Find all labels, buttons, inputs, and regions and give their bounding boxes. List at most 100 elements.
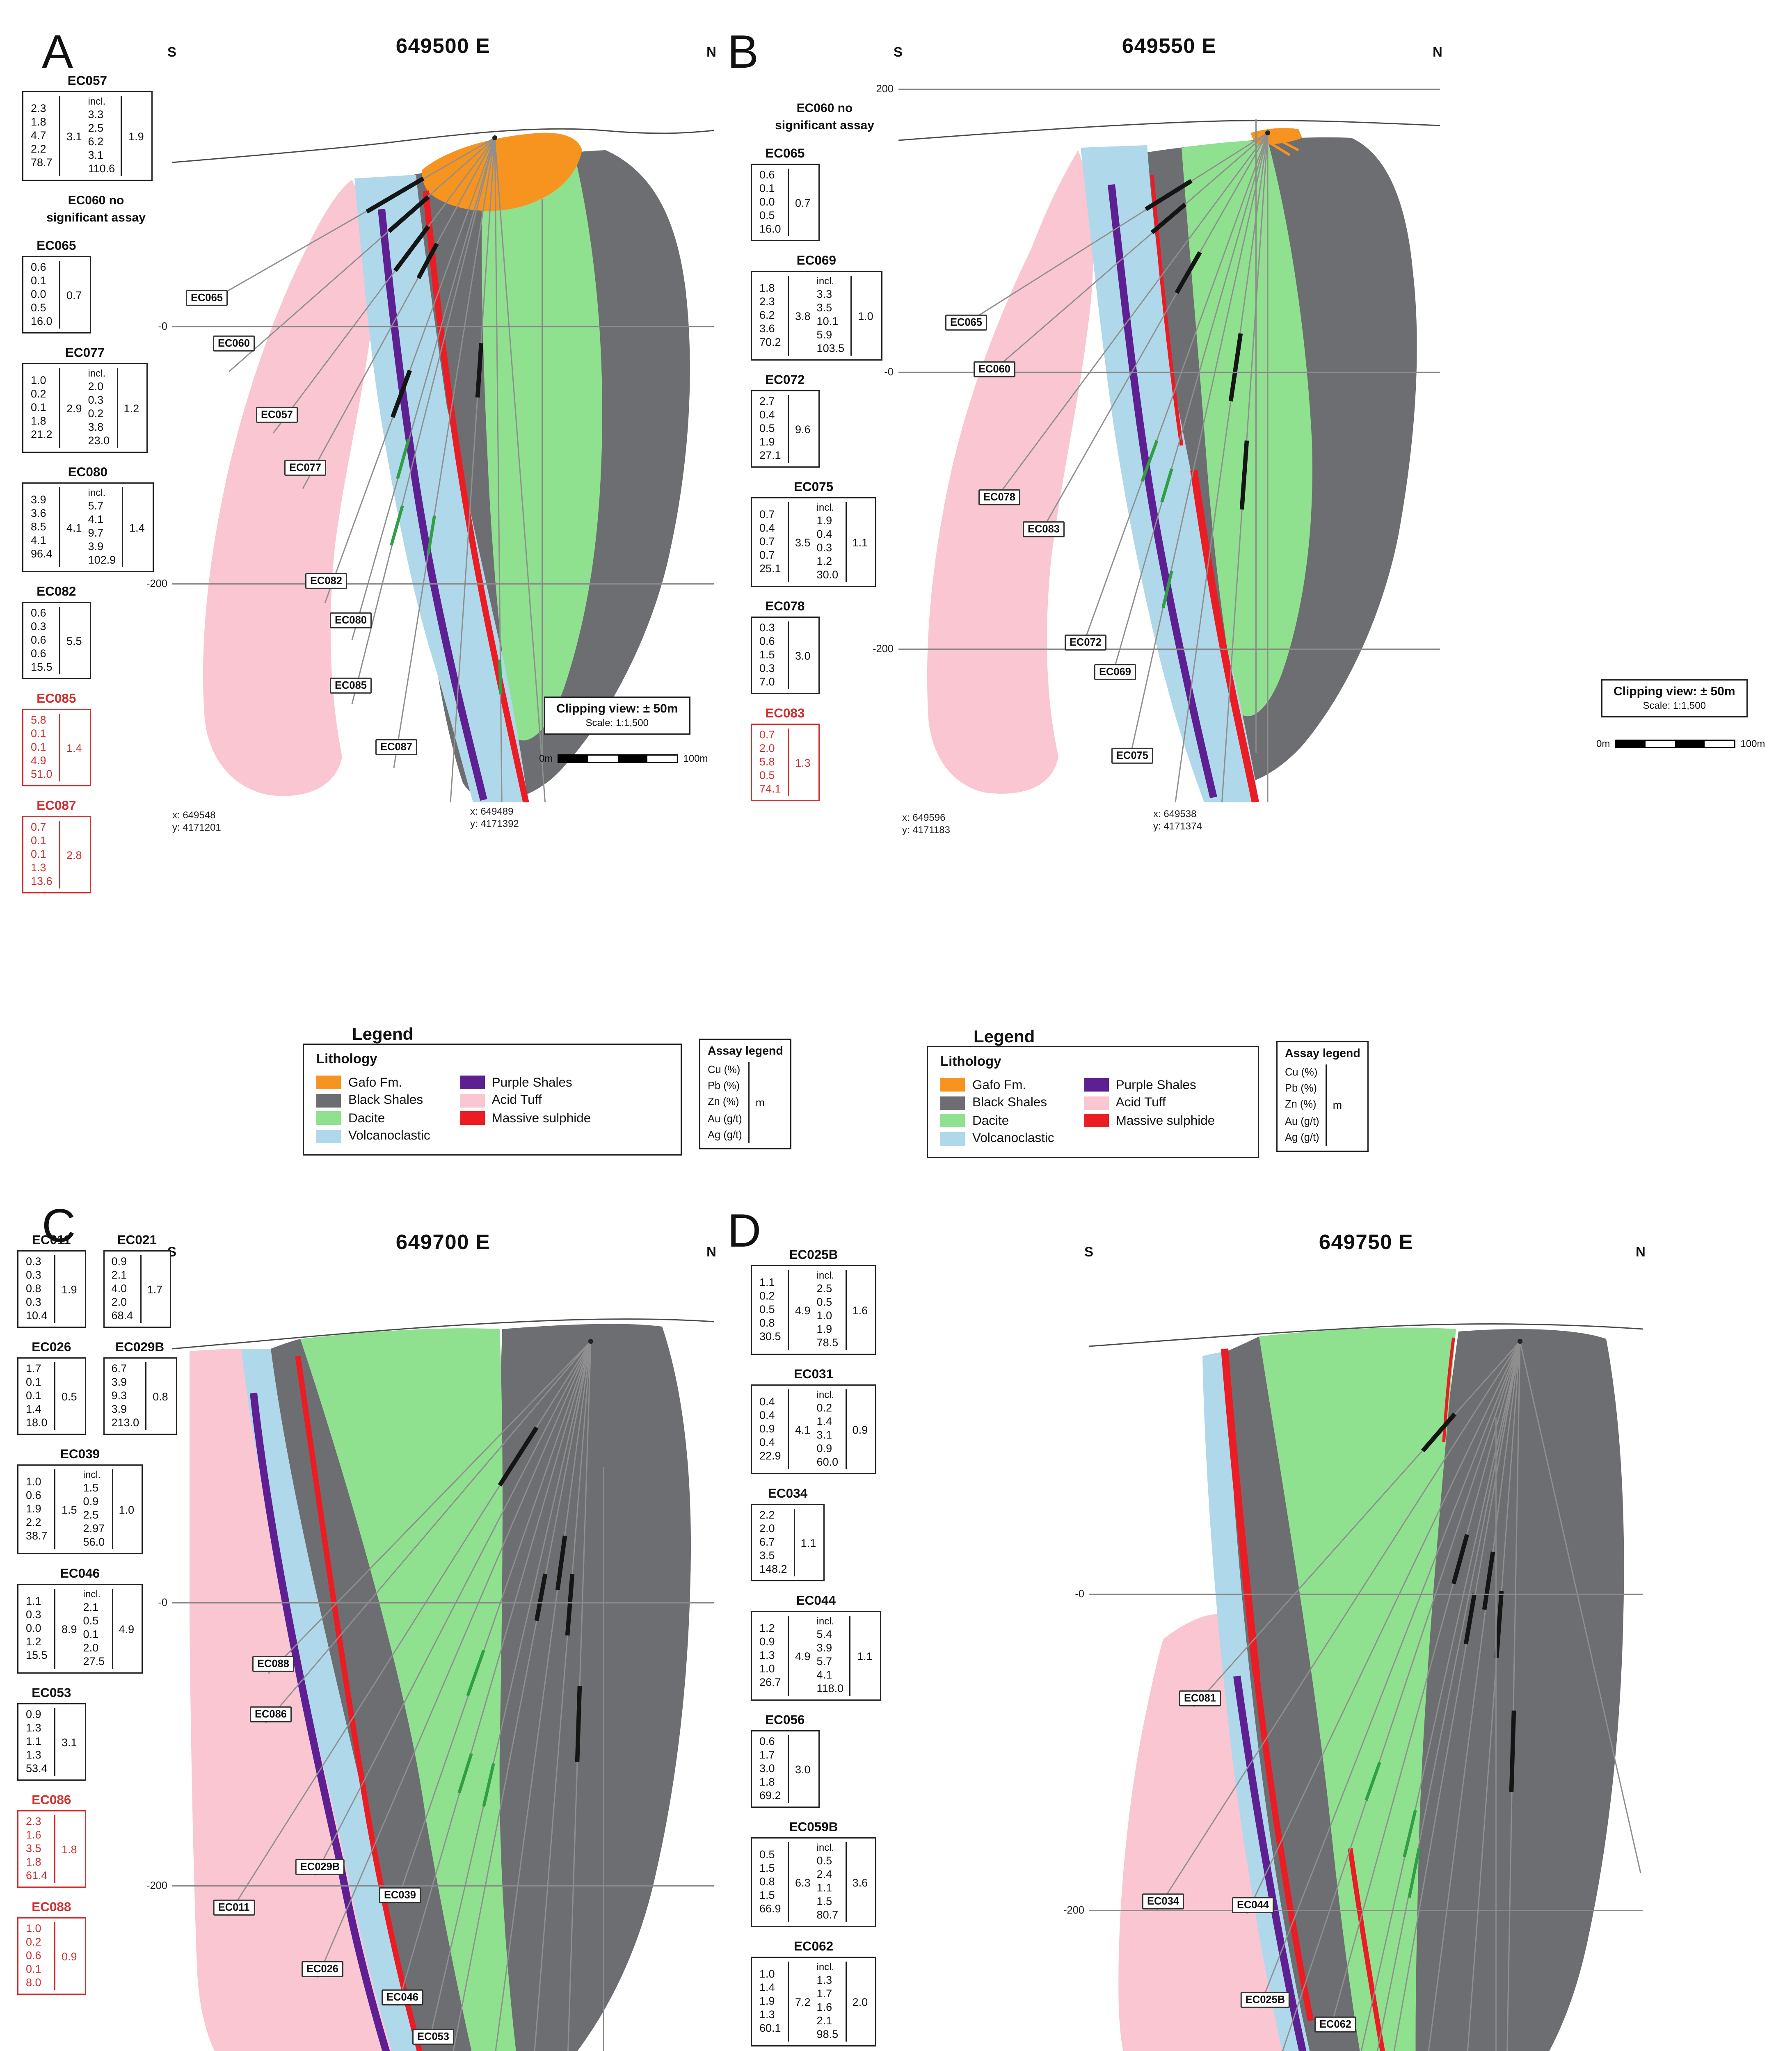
divider-line [788, 169, 789, 236]
assay-box-row: EC026 1.7 0.1 0.1 1.4 18.0 0.5 EC029B 6.7 3.9 9.3 3… [17, 1340, 177, 1435]
purple-shales-swatch [459, 1076, 485, 1089]
legend-label: Purple Shales [491, 1075, 572, 1090]
lithology-header: Lithology [316, 1052, 377, 1067]
elevation-gridline [898, 649, 1440, 650]
assay-result-EC082: EC082 0.6 0.3 0.6 0.6 15.5 5.5 [22, 585, 91, 679]
divider-line [788, 395, 789, 463]
drill-hole-label: EC072 [1065, 634, 1106, 651]
drill-hole-label: EC039 [379, 1887, 421, 1903]
assay-result-EC078: EC078 0.3 0.6 1.5 0.3 7.0 3.0 [751, 599, 819, 694]
assay-column: EC025B 1.1 0.2 0.5 0.8 30.5 4.9 incl. 2.5 0.5 1.0 1… [751, 1248, 898, 2051]
drill-hole-label: EC025B [1240, 1992, 1290, 2008]
assay-values: 1.2 0.9 1.3 1.0 26.7 [759, 1622, 781, 1688]
assay-intervals-green [1365, 1761, 1421, 1898]
massive-sulphide-sliver [1442, 1337, 1455, 1443]
assay-box: 2.3 1.8 4.7 2.2 78.7 3.1 incl. 3.3 2.5 6.2 3.1 110.… [22, 91, 153, 181]
divider-line [111, 1589, 113, 1669]
assay-values: incl. 0.2 1.4 3.1 0.9 60.0 [816, 1389, 839, 1468]
section-title: 649750 E [1319, 1231, 1414, 1254]
section-coordinates-left: x: 649548 y: 4171201 [172, 810, 221, 834]
massive-sulphide-swatch [459, 1111, 485, 1125]
legend-title: Legend [352, 1024, 414, 1044]
legend-item: Volcanoclastic [316, 1128, 430, 1143]
divider-line [59, 261, 60, 329]
assay-column: EC057 2.3 1.8 4.7 2.2 78.7 3.1 incl. 3.3 2.5 6.2 3.… [22, 74, 170, 893]
hole-id: EC059B [789, 1820, 838, 1835]
assay-values: incl. 0.5 2.4 1.1 1.5 80.7 [816, 1842, 839, 1921]
cross-section: -0 -200 EC065 EC060 EC057 EC077 EC082 EC080 EC08… [146, 64, 714, 802]
gafo-fm-region [422, 132, 582, 211]
hole-id: EC021 [117, 1233, 157, 1248]
hole-id: EC025B [789, 1248, 838, 1263]
incl-label: incl. [816, 276, 834, 287]
scale-end-label: 100m [683, 753, 708, 764]
divider-line [788, 1735, 789, 1803]
incl-interval-thickness: 1.6 [852, 1304, 868, 1316]
scale-label: Scale: 1:1,500 [585, 717, 649, 729]
scale-bar: 0m 100m [1596, 738, 1765, 749]
lithology-legend: Lithology Gafo Fm. Black Shales Dacite Volc… [927, 1046, 1259, 1158]
assay-values: incl. 3.3 3.5 10.1 5.9 103.5 [816, 276, 845, 354]
black-shales-region [1406, 1329, 1624, 2051]
elevation-gridline [898, 372, 1440, 373]
divider-line [116, 368, 118, 448]
assay-result-EC065: EC065 0.6 0.1 0.0 0.5 16.0 0.7 [751, 146, 819, 241]
incl-label: incl. [88, 96, 106, 107]
legend-item: Acid Tuff [459, 1093, 591, 1108]
assay-values: incl. 1.3 1.7 1.6 2.1 98.5 [816, 1962, 839, 2040]
panel-B: B 649550 E S N EC060 no significant assay… [720, 0, 1792, 1181]
cross-section-svg [172, 128, 714, 802]
scale-bar: 0m 100m [539, 753, 708, 764]
section-title: 649500 E [395, 34, 491, 58]
drill-hole-label: EC069 [1094, 664, 1136, 680]
hole-id: EC069 [796, 254, 836, 268]
assay-column: EC011 0.3 0.3 0.8 0.3 10.4 1.9 EC021 0.9 2.1 4.0 2.… [17, 1233, 298, 1995]
acid-tuff-swatch [1083, 1096, 1109, 1110]
assay-result-EC053: EC053 0.9 1.3 1.1 1.3 53.4 3.1 [17, 1686, 86, 1781]
incl-label: incl. [816, 1270, 834, 1281]
legend-item: Volcanoclastic [940, 1131, 1054, 1146]
interval-thickness: 1.1 [800, 1536, 816, 1549]
assay-values: 1.0 0.2 0.6 0.1 8.0 [26, 1922, 41, 1989]
assay-box: 0.6 0.1 0.0 0.5 16.0 0.7 [22, 256, 91, 333]
assay-legend: Assay legend Cu (%) Pb (%) Zn (%) Au (g/t) A… [1276, 1041, 1369, 1152]
interval-thickness: 3.0 [795, 649, 811, 662]
assay-values: 2.7 0.4 0.5 1.9 27.1 [759, 395, 781, 461]
drill-hole-label: EC060 [213, 335, 255, 352]
cross-section-svg [172, 1318, 714, 2051]
drill-hole-label: EC065 [945, 314, 987, 331]
legend-label: Dacite [972, 1113, 1009, 1128]
assay-values: 3.9 3.6 8.5 4.1 96.4 [31, 493, 53, 560]
interval-thickness: 1.9 [62, 1283, 77, 1295]
panel-letter: A [42, 27, 73, 79]
vertical-gridline [1255, 119, 1257, 753]
elevation-gridline [172, 326, 714, 327]
massive-sulphide-lower [1348, 1848, 1385, 2051]
legend-item: Gafo Fm. [316, 1075, 430, 1090]
volcanoclastic-swatch [316, 1129, 341, 1143]
incl-label: incl. [816, 1389, 834, 1400]
assay-legend: Assay legend Cu (%) Pb (%) Zn (%) Au (g/t) A… [699, 1039, 792, 1149]
assay-values: 0.6 0.1 0.0 0.5 16.0 [759, 169, 781, 235]
drill-hole-label: EC086 [250, 1706, 292, 1722]
legend-label: Purple Shales [1115, 1077, 1196, 1092]
dacite-region [1259, 1327, 1456, 2051]
north-marker: N [706, 1245, 716, 1260]
acid-tuff-region [203, 180, 374, 796]
divider-line [788, 621, 789, 689]
panel-A: A 649500 E S N EC057 2.3 1.8 4.7 2.2 78.7 3.1 i… [0, 0, 896, 1181]
incl-interval-thickness: 1.2 [123, 402, 139, 414]
assay-result-EC087: EC087 0.7 0.1 0.1 1.3 13.6 2.8 [22, 799, 91, 893]
topography-line [172, 1318, 714, 1350]
assay-values: incl. 5.7 4.1 9.7 3.9 102.9 [88, 487, 116, 566]
elevation-tick-label: 200 [876, 82, 894, 95]
topography-line [1089, 1323, 1643, 1347]
interval-thickness: 4.9 [795, 1304, 811, 1316]
assay-box: 1.0 0.2 0.6 0.1 8.0 0.9 [17, 1917, 86, 1995]
north-marker: N [1433, 46, 1442, 60]
assay-box: 1.0 1.4 1.9 1.3 60.1 7.2 incl. 1.3 1.7 1.6 2.1 98.5… [751, 1957, 877, 2046]
divider-line [111, 1469, 113, 1549]
interval-thickness: 6.3 [795, 1876, 811, 1889]
divider-line [845, 502, 846, 582]
drill-hole-label: EC081 [1179, 1690, 1221, 1706]
